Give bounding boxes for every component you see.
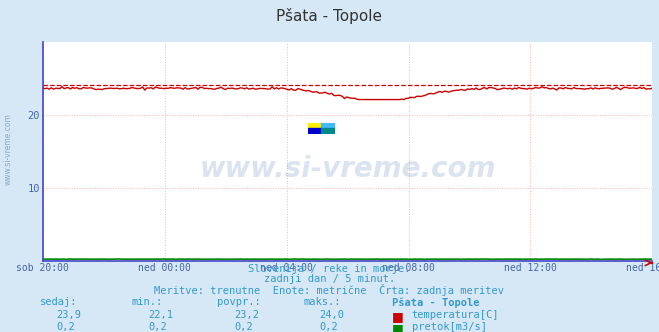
Text: 23,2: 23,2 (234, 310, 259, 320)
Text: Slovenija / reke in morje.: Slovenija / reke in morje. (248, 264, 411, 274)
Bar (322, 123, 335, 128)
Text: pretok[m3/s]: pretok[m3/s] (412, 322, 487, 332)
Text: 0,2: 0,2 (148, 322, 167, 332)
Text: zadnji dan / 5 minut.: zadnji dan / 5 minut. (264, 274, 395, 284)
Text: temperatura[C]: temperatura[C] (412, 310, 500, 320)
Text: 22,1: 22,1 (148, 310, 173, 320)
Bar (308, 128, 322, 133)
Bar (308, 123, 322, 128)
Bar (322, 128, 335, 133)
Text: Pšata - Topole: Pšata - Topole (392, 297, 480, 308)
Text: ■: ■ (392, 322, 404, 332)
Text: 0,2: 0,2 (234, 322, 252, 332)
Text: 24,0: 24,0 (320, 310, 345, 320)
Text: 23,9: 23,9 (56, 310, 81, 320)
Text: Pšata - Topole: Pšata - Topole (277, 8, 382, 24)
Text: www.si-vreme.com: www.si-vreme.com (3, 114, 13, 185)
Text: Meritve: trenutne  Enote: metrične  Črta: zadnja meritev: Meritve: trenutne Enote: metrične Črta: … (154, 284, 505, 296)
Text: 0,2: 0,2 (56, 322, 74, 332)
Text: www.si-vreme.com: www.si-vreme.com (200, 155, 496, 183)
Text: ■: ■ (392, 310, 404, 323)
Text: maks.:: maks.: (303, 297, 341, 307)
Text: sedaj:: sedaj: (40, 297, 77, 307)
Text: povpr.:: povpr.: (217, 297, 261, 307)
Text: 0,2: 0,2 (320, 322, 338, 332)
Text: min.:: min.: (132, 297, 163, 307)
